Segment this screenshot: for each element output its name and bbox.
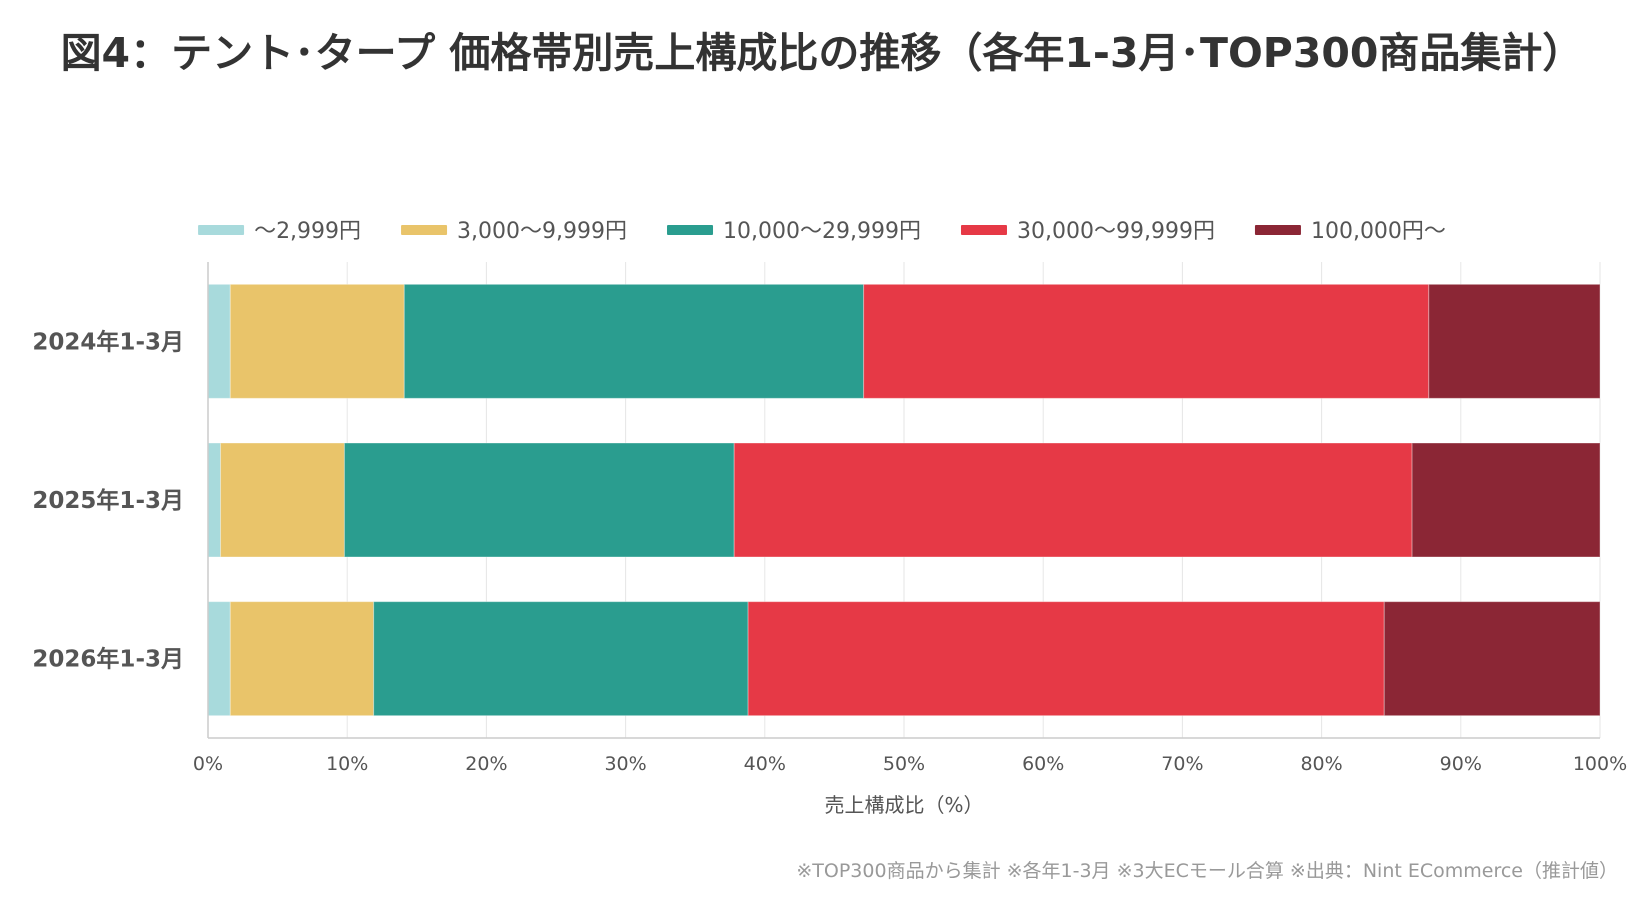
- legend-item: 10,000～29,999円: [667, 219, 921, 244]
- bar-segment: [863, 283, 1430, 399]
- y-category-label: 2024年1-3月: [32, 328, 184, 355]
- legend-label: 30,000～99,999円: [1017, 219, 1215, 244]
- x-tick-label: 80%: [1300, 753, 1342, 775]
- chart-title: 図4：テント･タープ 価格帯別売上構成比の推移（各年1-3月･TOP300商品集…: [60, 29, 1584, 77]
- x-tick-label: 90%: [1440, 753, 1482, 775]
- x-tick-label: 60%: [1022, 753, 1064, 775]
- x-tick-label: 50%: [883, 753, 925, 775]
- bar-segment: [343, 442, 735, 558]
- x-axis: 0% 10% 20% 30% 40% 50% 60% 70% 80% 90% 100% 売上構成比（%…: [193, 262, 1627, 817]
- bar-segment: [733, 442, 1413, 558]
- legend-label: 10,000～29,999円: [723, 219, 921, 244]
- legend-swatch: [667, 225, 714, 235]
- bar-segment: [207, 283, 231, 399]
- bar-segment: [229, 601, 375, 717]
- legend-item: 3,000～9,999円: [401, 219, 627, 244]
- x-tick-label: 70%: [1161, 753, 1203, 775]
- legend-swatch: [401, 225, 448, 235]
- x-tick-label: 10%: [326, 753, 368, 775]
- bar-segment: [403, 283, 865, 399]
- bar-segment: [207, 442, 222, 558]
- x-tick-label: 0%: [193, 753, 223, 775]
- legend-label: ～2,999円: [254, 219, 361, 244]
- bar-segment: [207, 601, 231, 717]
- x-tick-label: 30%: [604, 753, 646, 775]
- bars: [207, 283, 1601, 717]
- x-axis-title: 売上構成比（%）: [824, 793, 983, 817]
- bar-segment: [229, 283, 405, 399]
- legend-swatch: [198, 225, 245, 235]
- legend-item: 100,000円～: [1254, 219, 1446, 244]
- legend-item: 30,000～99,999円: [960, 219, 1215, 244]
- y-axis: 2024年1-3月 2025年1-3月 2026年1-3月: [32, 328, 184, 672]
- footnote: ※TOP300商品から集計 ※各年1-3月 ※3大ECモール合算 ※出典：Nin…: [796, 860, 1618, 882]
- legend-label: 3,000～9,999円: [457, 219, 627, 244]
- x-tick-label: 100%: [1573, 753, 1627, 775]
- legend-swatch: [960, 225, 1007, 235]
- x-tick-label: 20%: [465, 753, 507, 775]
- legend-label: 100,000円～: [1311, 219, 1446, 244]
- bar-segment: [220, 442, 345, 558]
- y-category-label: 2025年1-3月: [32, 487, 184, 514]
- y-category-label: 2026年1-3月: [32, 646, 184, 673]
- bar-segment: [373, 601, 749, 717]
- bar-segment: [1383, 601, 1601, 717]
- bar-segment: [1428, 283, 1601, 399]
- legend: ～2,999円 3,000～9,999円 10,000～29,999円 30,000～…: [198, 219, 1446, 244]
- bar-segment: [747, 601, 1385, 717]
- x-tick-label: 40%: [744, 753, 786, 775]
- legend-item: ～2,999円: [198, 219, 361, 244]
- legend-swatch: [1254, 225, 1301, 235]
- bar-segment: [1411, 442, 1601, 558]
